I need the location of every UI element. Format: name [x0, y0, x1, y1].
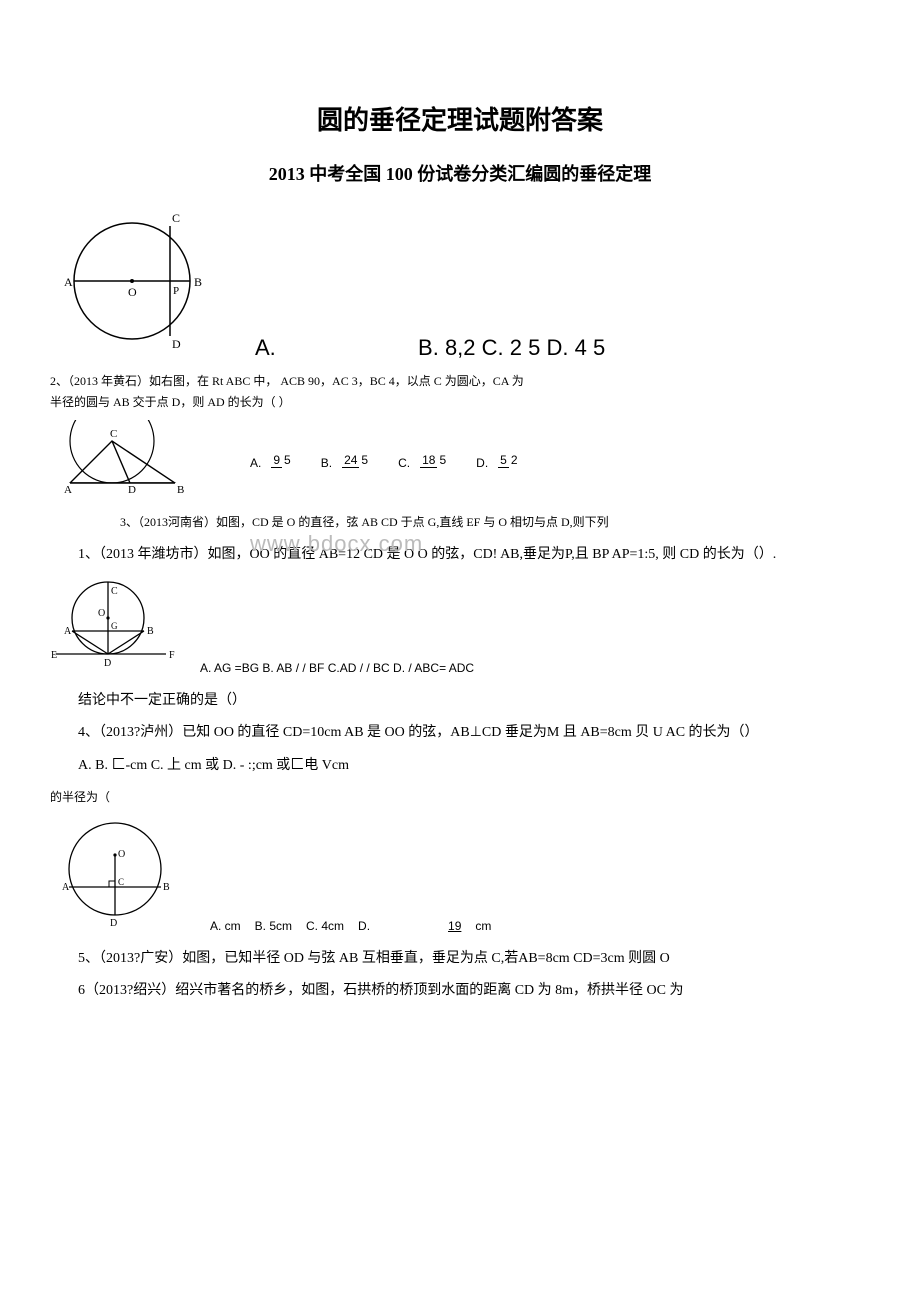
figure-3: O A B C D E F G — [50, 576, 180, 679]
q4-opts: A. B. 匚-cm C. 上 cm 或 D. - :;cm 或匚电 Vcm — [50, 755, 870, 777]
svg-text:D: D — [110, 918, 117, 929]
q2-line2: 半径的圆与 AB 交于点 D，则 AD 的长为（ ） — [50, 392, 870, 414]
opt-A: A. — [255, 335, 276, 360]
q6-body: 6（2013?绍兴）绍兴市著名的桥乡，如图，石拱桥的桥顶到水面的距离 CD 为 … — [50, 980, 870, 1002]
q2-line1: 2、（2013 年黄石）如右图，在 Rt ABC 中， ACB 90，AC 3，… — [50, 371, 870, 393]
svg-text:B: B — [147, 626, 154, 637]
opt-C: C. 2 5 — [482, 335, 541, 360]
q5-body: 5、（2013?广安）如图，已知半径 OD 与弦 AB 互相垂直，垂足为点 C,… — [50, 948, 870, 970]
svg-text:G: G — [111, 621, 118, 631]
opt-B: B. 8,2 — [418, 335, 475, 360]
row-fig3: O A B C D E F G A. AG =BG B. AB / / BF C… — [50, 576, 870, 679]
q2-opt-D: D. 52 — [476, 454, 519, 473]
page-title: 圆的垂径定理试题附答案 — [50, 100, 870, 142]
q2-opt-C: C. 185 — [398, 454, 448, 473]
svg-text:A: A — [64, 484, 72, 496]
figure-2: A C B D A B D — [50, 420, 190, 506]
lbl-D: D — [172, 337, 181, 351]
svg-text:D: D — [128, 484, 136, 496]
lbl-A: A — [64, 275, 73, 289]
svg-text:B: B — [163, 882, 170, 893]
lbl-O: O — [128, 285, 137, 299]
svg-text:O: O — [98, 608, 105, 619]
row-fig2: A C B D A B D A. 95 B. 245 C. 185 D. 52 — [50, 420, 870, 506]
svg-text:F: F — [169, 650, 175, 661]
q2-opt-A: A. 95 — [250, 454, 293, 473]
q2-opt-B: B. 245 — [321, 454, 370, 473]
row-fig1: A B C D O P A. B. 8,2 C. 2 5 D. 4 5 — [50, 206, 870, 364]
lbl-C: C — [172, 211, 180, 225]
opt-D: D. 4 5 — [546, 335, 605, 360]
q5-pre: 的半径为（ — [50, 787, 870, 809]
q1-body: 1、（2013 年潍坊市）如图，OO 的直径 AB=12 CD 是 O O 的弦… — [50, 544, 870, 566]
svg-text:A: A — [64, 626, 72, 637]
q4-body: 4、（2013?泸州）已知 OO 的直径 CD=10cm AB 是 OO 的弦，… — [50, 722, 870, 744]
q5-opts: A. cm B. 5cm C. 4cm D. 19cm — [210, 916, 491, 938]
fig3-opts: A. AG =BG B. AB / / BF C.AD / / BC D. / … — [200, 658, 474, 680]
conclusion-text: 结论中不一定正确的是（） — [50, 690, 870, 712]
svg-text:C: C — [110, 428, 117, 440]
svg-text:A: A — [62, 882, 70, 893]
lbl-P: P — [173, 285, 179, 297]
lbl-B: B — [194, 275, 202, 289]
svg-text:B: B — [177, 484, 184, 496]
svg-text:C: C — [118, 877, 124, 887]
row-fig4: O A B D C A. cm B. 5cm C. 4cm D. 19cm — [50, 815, 870, 938]
svg-text:O: O — [118, 849, 125, 860]
figure-1: A B C D O P — [50, 206, 215, 364]
figure-4: O A B D C — [50, 815, 180, 938]
q3-line: 3、（2013河南省）如图，CD 是 O 的直径，弦 AB CD 于点 G,直线… — [120, 512, 870, 534]
svg-text:C: C — [111, 586, 118, 597]
svg-text:D: D — [104, 658, 111, 669]
page-subtitle: 2013 中考全国 100 份试卷分类汇编圆的垂径定理 — [50, 160, 870, 189]
svg-text:E: E — [51, 650, 57, 661]
opts-big: A. B. 8,2 C. 2 5 D. 4 5 — [255, 330, 605, 365]
